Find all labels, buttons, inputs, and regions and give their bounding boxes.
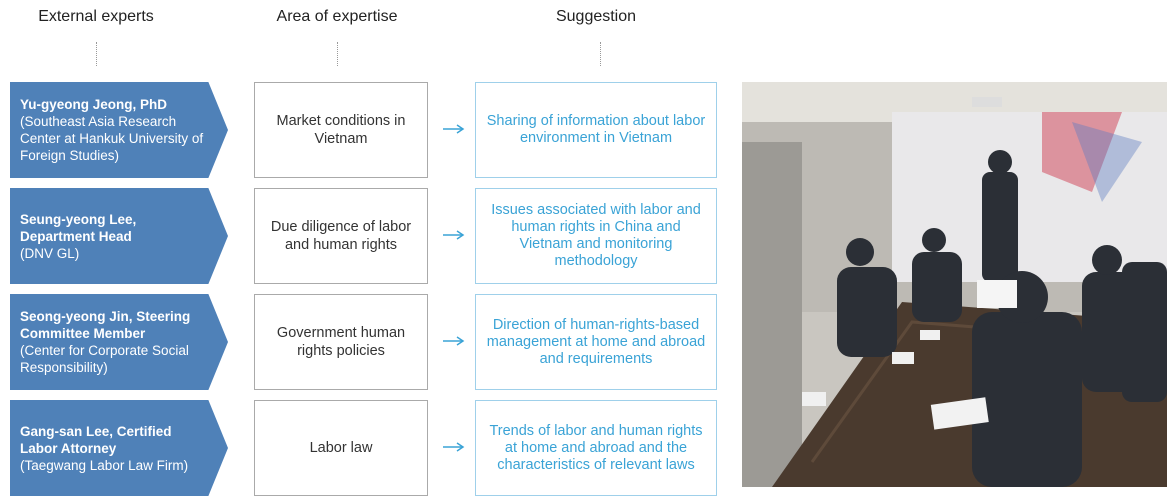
area-text: Government human rights policies <box>276 325 406 359</box>
column-header: Area of expertise <box>276 8 398 25</box>
expert-affiliation: (Taegwang Labor Law Firm) <box>20 457 189 473</box>
row: Seong-yeong Jin, Steering Committee Memb… <box>0 294 740 390</box>
area-text: Market conditions in Vietnam <box>276 113 406 147</box>
expert-name: Gang-san Lee, Certified Labor Attorney <box>20 423 172 456</box>
expert-box: Seung-yeong Lee, Department Head (DNV GL) <box>10 188 228 284</box>
expert-name: Seung-yeong Lee, Department Head <box>20 211 137 244</box>
row: Gang-san Lee, Certified Labor Attorney (T… <box>0 400 740 496</box>
dotted-line <box>600 42 601 66</box>
expert-box: Seong-yeong Jin, Steering Committee Memb… <box>10 294 228 390</box>
suggestion-text: Direction of human-rights-based manageme… <box>486 316 706 367</box>
suggestion-box: Issues associated with labor and human r… <box>475 188 717 284</box>
suggestion-text: Sharing of information about labor envir… <box>486 113 706 146</box>
area-box: Market conditions in Vietnam <box>254 82 428 178</box>
row: Yu-gyeong Jeong, PhD (Southeast Asia Rese… <box>0 82 740 178</box>
expert-name: Seong-yeong Jin, Steering Committee Memb… <box>20 309 191 341</box>
area-box: Due diligence of labor and human rights <box>254 188 428 284</box>
arrow <box>443 124 465 134</box>
expert-affiliation: (DNV GL) <box>20 245 80 261</box>
meeting-photo <box>742 82 1167 487</box>
expert-name: Yu-gyeong Jeong, PhD <box>20 97 168 112</box>
dotted-line <box>337 42 338 66</box>
suggestion-text: Trends of labor and human rights at home… <box>489 422 703 473</box>
dotted-line <box>96 42 97 66</box>
row: Seung-yeong Lee, Department Head (DNV GL)… <box>0 188 740 284</box>
area-box: Labor law <box>254 400 428 496</box>
suggestion-text: Issues associated with labor and human r… <box>491 202 701 269</box>
suggestion-box: Trends of labor and human rights at home… <box>475 400 717 496</box>
arrow <box>443 230 465 240</box>
expert-box: Gang-san Lee, Certified Labor Attorney (T… <box>10 400 228 496</box>
arrow <box>443 442 465 452</box>
column-header: External experts <box>38 8 154 25</box>
suggestion-box: Sharing of information about labor envir… <box>475 82 717 178</box>
column-header: Suggestion <box>555 8 637 25</box>
area-box: Government human rights policies <box>254 294 428 390</box>
area-text: Labor law <box>309 440 373 456</box>
expert-affiliation: (Southeast Asia Research Center at Hanku… <box>20 114 204 163</box>
suggestion-box: Direction of human-rights-based manageme… <box>475 294 717 390</box>
area-text: Due diligence of labor and human rights <box>270 219 412 253</box>
expert-box: Yu-gyeong Jeong, PhD (Southeast Asia Rese… <box>10 82 228 178</box>
arrow <box>443 336 465 346</box>
expert-affiliation: (Center for Corporate Social Responsibil… <box>20 343 189 375</box>
